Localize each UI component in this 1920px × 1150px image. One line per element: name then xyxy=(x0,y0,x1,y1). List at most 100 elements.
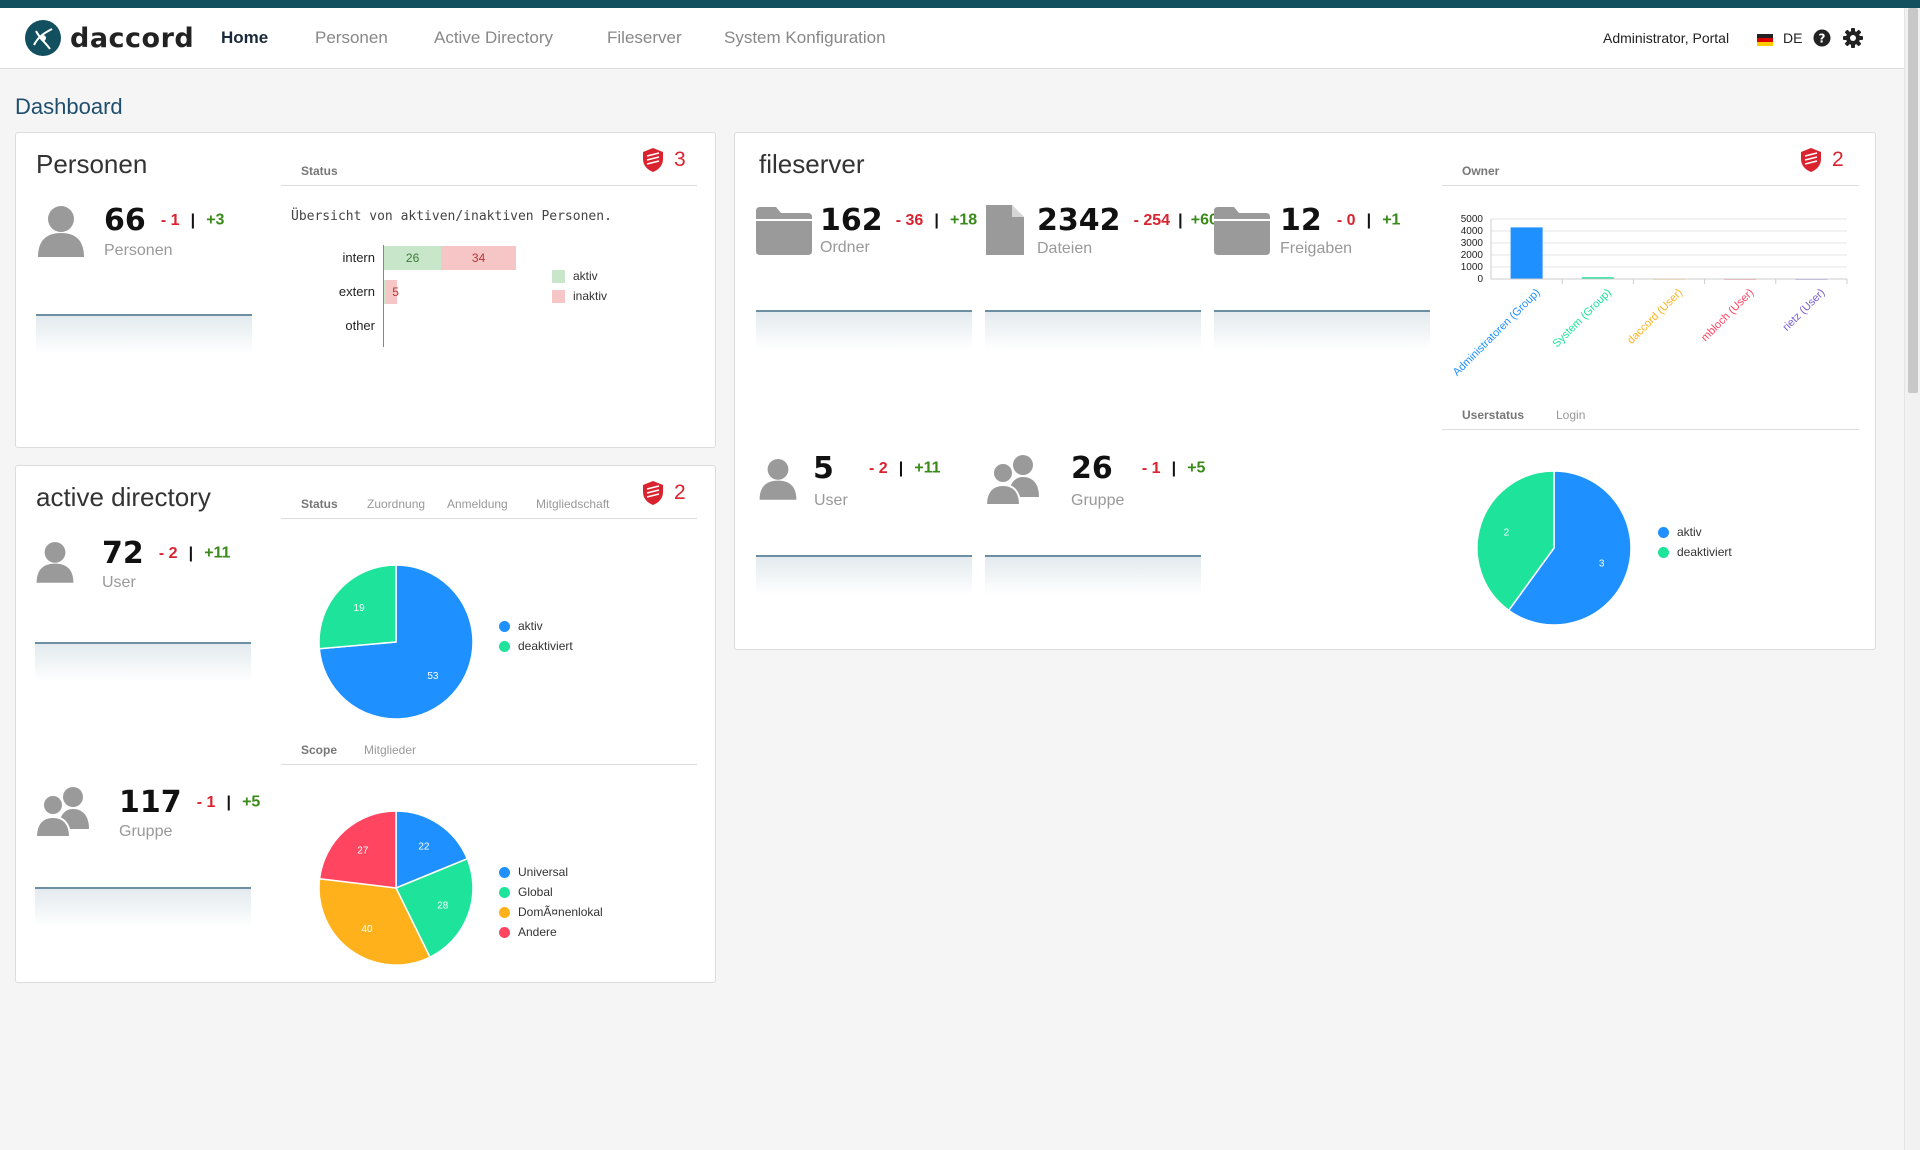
stat-label: Gruppe xyxy=(1071,492,1125,509)
bar-segment[interactable]: 5 xyxy=(386,280,399,304)
stat-value: 162 xyxy=(820,203,883,238)
bar-segment[interactable]: 34 xyxy=(441,246,516,270)
legend-item[interactable]: deaktiviert xyxy=(499,636,573,656)
pie-slice[interactable] xyxy=(1476,470,1555,612)
y-tick-label: 1000 xyxy=(1461,262,1484,273)
legend-item[interactable]: aktiv xyxy=(499,616,573,636)
page-title: Dashboard xyxy=(15,94,123,119)
stat-value: 2342 xyxy=(1037,203,1121,238)
legend-item[interactable]: Universal xyxy=(499,862,603,882)
fileserver-title[interactable]: fileserver xyxy=(759,149,865,179)
pie-slice[interactable] xyxy=(318,564,397,650)
nav-active-directory[interactable]: Active Directory xyxy=(434,28,554,47)
ad-alert-badge[interactable]: 2 xyxy=(642,480,686,506)
scrollbar-thumb[interactable] xyxy=(1908,8,1918,393)
personen-alert-count: 3 xyxy=(674,148,686,171)
active-directory-title[interactable]: active directory xyxy=(36,482,211,512)
pie-slice[interactable] xyxy=(394,857,474,959)
stat-label: User xyxy=(102,574,136,591)
fs-userstatus-legend: aktiv deaktiviert xyxy=(1658,522,1732,562)
tab-zuordnung[interactable]: Zuordnung xyxy=(367,497,426,511)
legend-item[interactable]: aktiv xyxy=(552,266,607,286)
tab-userstatus[interactable]: Userstatus xyxy=(1462,408,1525,422)
y-tick-label: 0 xyxy=(1477,274,1483,285)
owner-bar[interactable] xyxy=(1581,277,1614,279)
stat-plus: +5 xyxy=(242,793,261,811)
tab-mitgliedschaft[interactable]: Mitgliedschaft xyxy=(536,497,610,511)
ad-alert-count: 2 xyxy=(674,481,686,504)
stat-value: 117 xyxy=(119,785,182,820)
language-label[interactable]: DE xyxy=(1783,30,1803,46)
logo[interactable]: daccord xyxy=(24,19,194,57)
bar-segment[interactable]: 26 xyxy=(384,246,442,270)
fs-owner-tabs: Owner xyxy=(1442,158,1859,186)
sparkline xyxy=(756,310,972,350)
gear-icon[interactable] xyxy=(1843,28,1863,48)
tab-scope[interactable]: Scope xyxy=(301,743,338,757)
tab-status[interactable]: Status xyxy=(301,497,338,511)
y-tick-label: 5000 xyxy=(1461,215,1484,225)
stat-value: 66 xyxy=(104,203,146,238)
stat-plus: +11 xyxy=(204,544,231,562)
pie-slice-label: 2 xyxy=(1504,528,1510,539)
help-icon[interactable]: ? xyxy=(1813,29,1831,47)
personen-stat: 66 - 1 | +3 xyxy=(104,203,225,238)
pie-slice[interactable] xyxy=(1507,470,1632,626)
legend-item[interactable]: Global xyxy=(499,882,603,902)
nav-fileserver[interactable]: Fileserver xyxy=(607,28,682,47)
personen-description: Übersicht von aktiven/inaktiven Personen… xyxy=(291,209,612,224)
stat-minus: - 1 xyxy=(1141,459,1161,477)
page-scrollbar[interactable] xyxy=(1904,8,1920,1150)
sparkline xyxy=(985,555,1201,595)
legend-item[interactable]: DomÃ¤nenlokal xyxy=(499,902,603,922)
tab-login[interactable]: Login xyxy=(1556,408,1586,422)
tab-owner[interactable]: Owner xyxy=(1462,164,1500,178)
tab-status[interactable]: Status xyxy=(301,164,338,178)
shield-alert-icon xyxy=(1801,148,1821,172)
y-tick-label: 4000 xyxy=(1461,226,1484,237)
logo-text: daccord xyxy=(70,22,195,54)
personen-alert-badge[interactable]: 3 xyxy=(642,147,686,173)
pie-slice-label: 3 xyxy=(1599,558,1605,569)
shield-alert-icon xyxy=(643,481,663,505)
pie-slice[interactable] xyxy=(395,810,469,890)
stat-minus: - 254 xyxy=(1133,211,1171,229)
flag-de-icon[interactable] xyxy=(1757,34,1773,46)
nav-system-konfiguration[interactable]: System Konfiguration xyxy=(724,28,886,47)
legend-item[interactable]: deaktiviert xyxy=(1658,542,1732,562)
stat-label: Dateien xyxy=(1037,240,1093,257)
pie-slice[interactable] xyxy=(318,877,431,966)
fs-gruppe-stat: 26 - 1 | +5 xyxy=(1071,451,1206,486)
stat-label: Ordner xyxy=(820,239,870,256)
pie-slice[interactable] xyxy=(318,810,397,889)
stat-label: Personen xyxy=(104,242,173,259)
stat-value: 12 xyxy=(1280,203,1322,238)
top-accent-bar xyxy=(0,0,1920,8)
legend-item[interactable]: inaktiv xyxy=(552,286,607,306)
personen-title[interactable]: Personen xyxy=(36,149,148,179)
x-tick-label: Administratoren (Group) xyxy=(1451,287,1543,379)
navbar: daccord Home Personen Active Directory F… xyxy=(0,8,1920,69)
ad-scope-pie-chart: 22 28 40 27 xyxy=(318,810,474,966)
sparkline xyxy=(35,642,251,682)
legend-item[interactable]: Andere xyxy=(499,922,603,942)
legend-item[interactable]: aktiv xyxy=(1658,522,1732,542)
folder-icon xyxy=(1214,207,1270,255)
ad-status-legend: aktiv deaktiviert xyxy=(499,616,573,656)
stat-minus: - 36 xyxy=(895,211,924,229)
ad-user-stat: 72 - 2 | +11 xyxy=(102,536,231,571)
fileserver-alert-badge[interactable]: 2 xyxy=(1800,147,1844,173)
x-tick-label: mbloch (User) xyxy=(1699,287,1756,344)
tab-anmeldung[interactable]: Anmeldung xyxy=(447,497,508,511)
nav-personen[interactable]: Personen xyxy=(315,28,388,47)
fs-user-stat: 5 - 2 | +11 xyxy=(813,451,941,486)
stat-minus: - 2 xyxy=(158,544,178,562)
owner-bar[interactable] xyxy=(1510,227,1543,279)
nav-home[interactable]: Home xyxy=(221,28,269,47)
user-menu[interactable]: Administrator, Portal xyxy=(1603,30,1730,46)
tab-mitglieder[interactable]: Mitglieder xyxy=(364,743,417,757)
category-label: intern xyxy=(342,250,375,265)
sparkline xyxy=(756,555,972,595)
ad-scope-tabs: Scope Mitglieder xyxy=(281,737,697,765)
